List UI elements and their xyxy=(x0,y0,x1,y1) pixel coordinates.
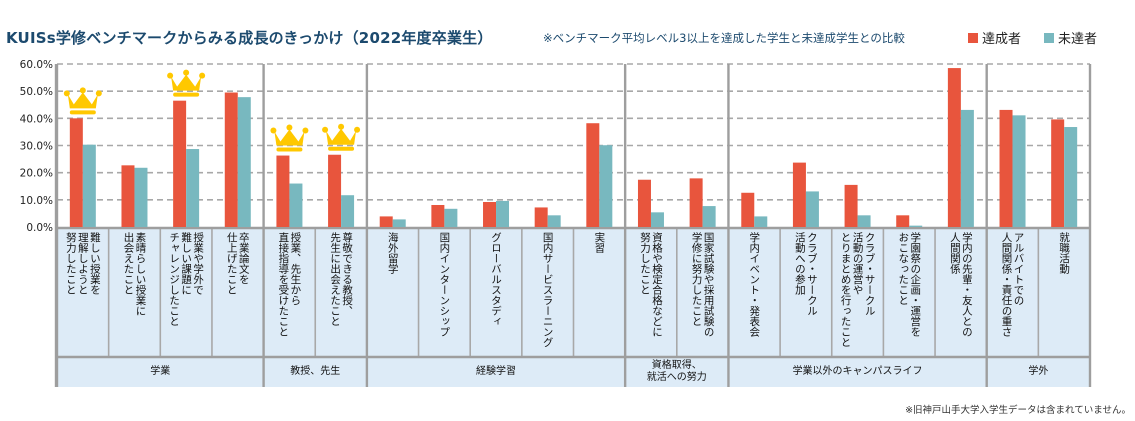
chart-subtitle: ※ベンチマーク平均レベル3以上を達成した学生と未達成学生との比較 xyxy=(543,31,905,45)
x-tick-label: 授業、先生から 直接指導を受けたこと xyxy=(277,232,302,337)
x-tick-label: 難しい授業を 理解しようと 努力したこと xyxy=(64,232,101,295)
crown-icon xyxy=(167,69,206,97)
bar-not-achieved xyxy=(702,206,716,227)
bar-not-achieved xyxy=(805,191,819,227)
x-tick-label: 授業や学外で 難しい課題に チャレンジしたこと xyxy=(168,232,205,327)
bar-not-achieved xyxy=(1012,115,1026,227)
bar-not-achieved xyxy=(496,200,510,227)
bar-not-achieved xyxy=(82,144,96,227)
bar-achieved xyxy=(173,100,187,227)
x-tick-label: クラブ・サークル 活動の運営や とりまとめを行ったこと xyxy=(839,232,876,348)
group-label: 学業以外のキャンパスライフ xyxy=(792,366,923,377)
x-tick-label: グローバルスタディ xyxy=(490,232,503,327)
y-tick-label: 30.0% xyxy=(20,141,53,153)
bar-achieved xyxy=(792,162,806,227)
legend-item-achieved: 達成者 xyxy=(968,28,1021,47)
bar-not-achieved xyxy=(599,145,613,227)
x-tick-label: 卒業論文を 仕上げたこと xyxy=(225,232,250,295)
bar-not-achieved xyxy=(650,212,664,227)
x-tick-label: 尊敬できる教授、 先生に出会えたこと xyxy=(329,232,354,327)
x-tick-label: 国内インターンシップ xyxy=(438,232,451,337)
bar-not-achieved xyxy=(444,208,458,227)
x-tick-label: 学内の先輩・友人との 人間関係 xyxy=(948,232,973,337)
bar-achieved xyxy=(534,207,548,227)
x-tick-label: 就職活動 xyxy=(1058,232,1071,274)
bar-achieved xyxy=(637,179,651,227)
x-tick-label: 学内イベント・発表会 xyxy=(748,232,761,337)
y-tick-label: 10.0% xyxy=(20,195,53,207)
x-tick-label: 実習 xyxy=(593,232,606,253)
y-tick-label: 60.0% xyxy=(20,59,53,71)
bar-achieved xyxy=(689,178,703,227)
bar-achieved xyxy=(328,154,342,227)
legend-label-not-achieved: 未達者 xyxy=(1058,32,1098,47)
legend-swatch-not-achieved xyxy=(1044,32,1054,43)
bar-achieved xyxy=(741,192,755,227)
crown-icon xyxy=(270,124,309,152)
bar-not-achieved xyxy=(392,219,406,227)
crown-icon xyxy=(322,123,361,151)
y-tick-label: 40.0% xyxy=(20,113,53,125)
bar-achieved xyxy=(947,68,961,227)
bar-achieved xyxy=(586,123,600,227)
bar-not-achieved xyxy=(341,195,355,227)
legend-label-achieved: 達成者 xyxy=(982,32,1022,47)
bar-achieved xyxy=(431,204,445,227)
bar-achieved xyxy=(1051,119,1065,227)
bar-not-achieved xyxy=(857,215,871,227)
x-tick-label: 海外留学 xyxy=(386,232,399,274)
bar-achieved xyxy=(224,92,238,228)
x-tick-label: クラブ・サークル 活動への参加 xyxy=(793,232,818,316)
legend-item-not-achieved: 未達者 xyxy=(1044,28,1097,47)
y-tick-label: 0.0% xyxy=(26,222,53,234)
bar-not-achieved xyxy=(186,149,200,227)
y-tick-label: 20.0% xyxy=(20,168,53,180)
bar-not-achieved xyxy=(547,215,561,227)
bar-not-achieved xyxy=(909,225,923,227)
x-tick-label: 国内サービスラーニング xyxy=(541,232,554,348)
bar-not-achieved xyxy=(237,97,251,227)
chart-title: KUISs学修ベンチマークからみる成長のきっかけ（2022年度卒業生） xyxy=(6,29,493,47)
group-label: 資格取得、 就活への努力 xyxy=(646,360,707,383)
bar-achieved xyxy=(69,118,83,227)
legend-swatch-achieved xyxy=(968,32,978,43)
bar-not-achieved xyxy=(1064,127,1078,227)
bar-achieved xyxy=(379,216,393,227)
bar-achieved xyxy=(121,165,135,227)
x-tick-label: 国家試験や採用試験の 学修に努力したこと xyxy=(690,232,715,337)
bar-achieved xyxy=(276,155,290,227)
x-tick-label: アルバイトでの 人間関係・責任の重さ xyxy=(1000,232,1025,337)
bar-not-achieved xyxy=(960,109,974,227)
x-tick-label: 素晴らしい授業に 出会えたこと xyxy=(122,232,147,316)
bar-achieved xyxy=(896,215,910,227)
bar-not-achieved xyxy=(289,183,303,227)
footnote: ※旧神戸山手大学入学生データは含まれていません。 xyxy=(905,405,1131,416)
x-tick-label: 資格や検定合格などに 努力したこと xyxy=(638,232,663,337)
group-label: 教授、先生 xyxy=(290,366,341,377)
bar-achieved xyxy=(844,184,858,227)
bar-not-achieved xyxy=(754,216,768,227)
crown-icon xyxy=(63,87,102,115)
group-label: 学外 xyxy=(1028,366,1049,377)
group-label: 経験学習 xyxy=(476,366,517,377)
bar-not-achieved xyxy=(134,167,148,227)
group-label: 学業 xyxy=(150,366,171,377)
y-tick-label: 50.0% xyxy=(20,86,53,98)
bar-achieved xyxy=(483,202,497,227)
bar-achieved xyxy=(999,109,1013,227)
x-tick-label: 学園祭の企画・運営を おこなったこと xyxy=(897,232,922,337)
